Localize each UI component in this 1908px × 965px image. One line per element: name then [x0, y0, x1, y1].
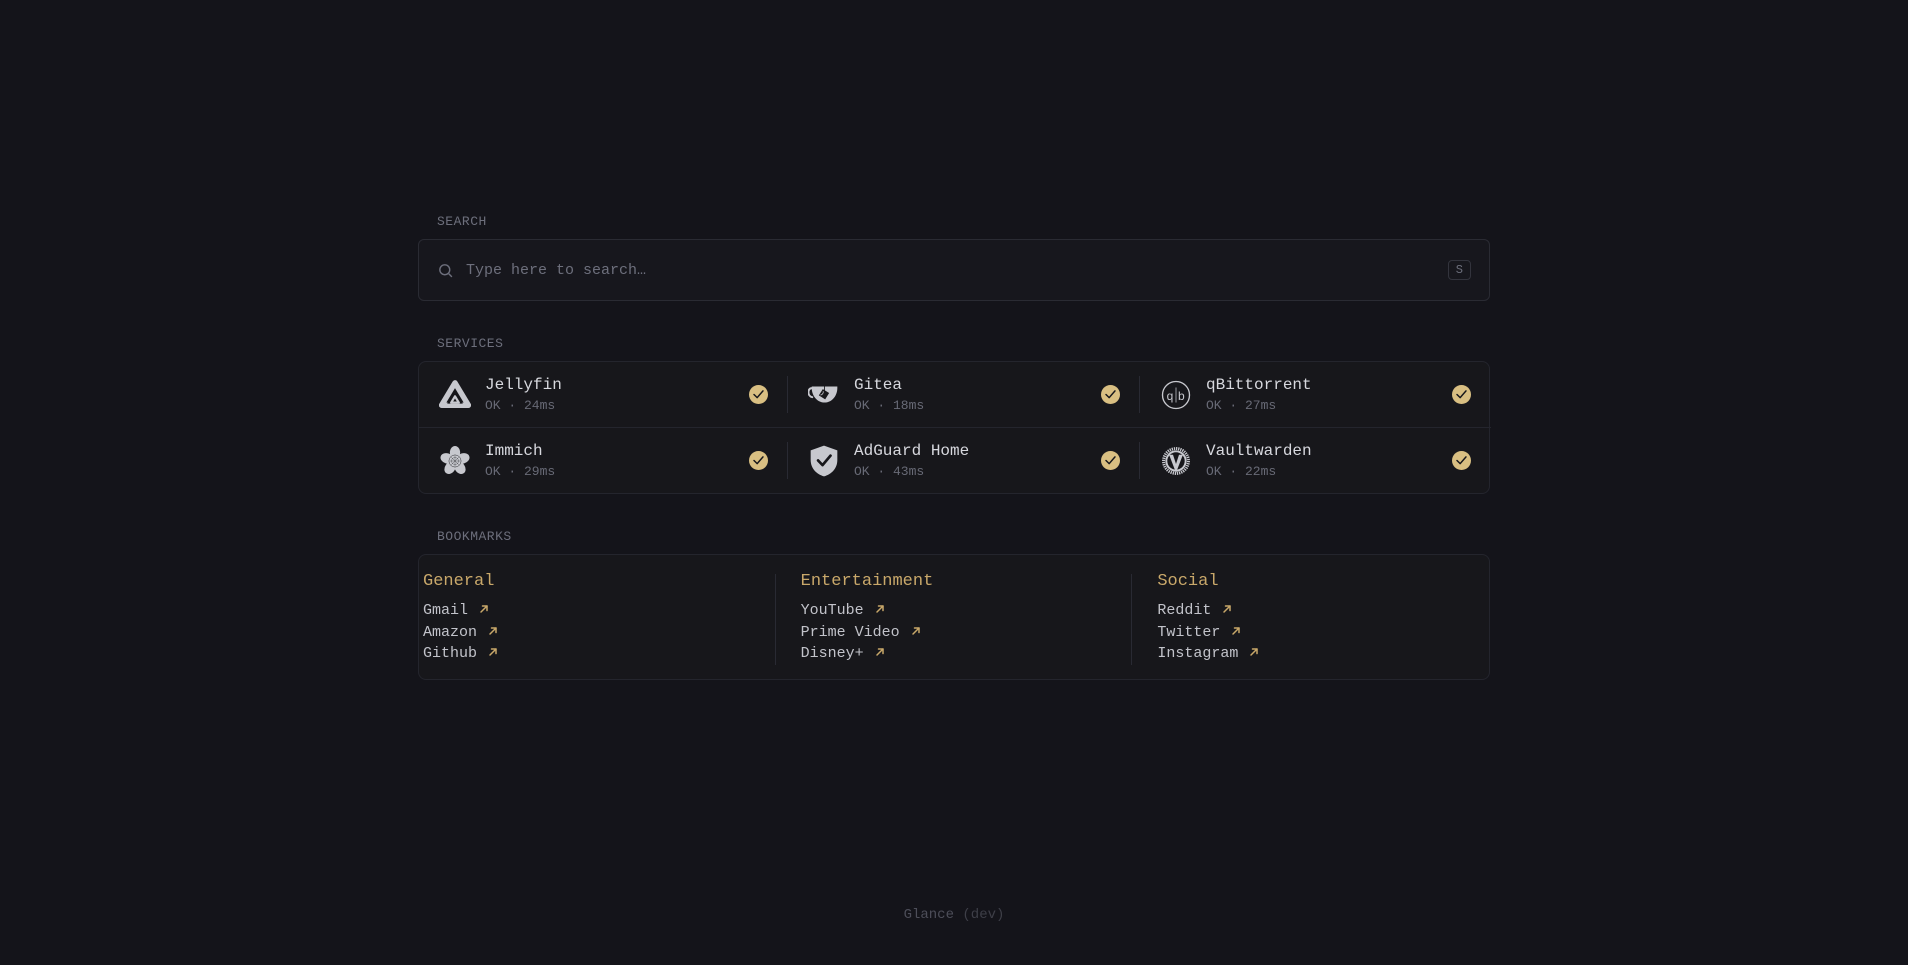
svg-text:b: b: [1178, 388, 1185, 402]
svg-text:q: q: [1167, 388, 1174, 402]
